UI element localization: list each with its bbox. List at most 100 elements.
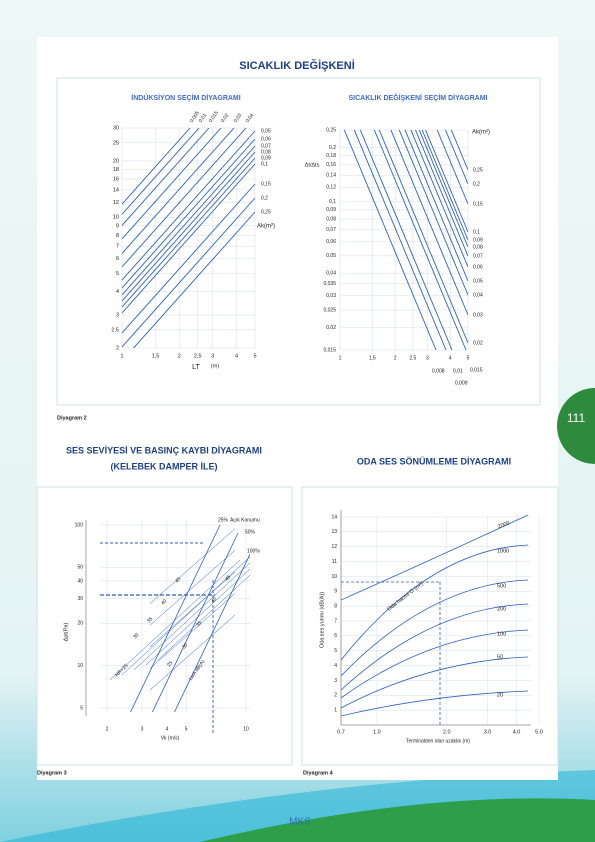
nr-label: 40 xyxy=(160,598,168,606)
nr-line xyxy=(133,562,250,671)
y-tick-label: 30 xyxy=(77,596,83,602)
line-label: 0,05 xyxy=(473,278,483,284)
line-unit: Ak(m²) xyxy=(472,130,490,136)
line-label: 0,15 xyxy=(261,181,271,187)
y-tick-label: 10 xyxy=(77,663,83,669)
x-tick-label: 2 xyxy=(178,353,181,359)
x-tick-label: 1 xyxy=(120,353,123,359)
x-tick-label: 5 xyxy=(185,726,188,732)
y-tick-label: 0,07 xyxy=(326,227,336,233)
y-tick-label: 0,03 xyxy=(326,293,336,299)
diagram2-frame xyxy=(56,77,541,406)
nr-label: 35 xyxy=(146,616,154,624)
y-tick-label: 0,02 xyxy=(326,325,336,331)
line-label: 0,03 xyxy=(233,112,244,124)
y-tick-label: 40 xyxy=(77,578,83,584)
line-label: 0,1 xyxy=(473,229,480,235)
curve-label: 200 xyxy=(497,606,506,612)
section-heading: ODA SES SÖNÜMLEME DİYAGRAMI xyxy=(357,456,511,466)
position-label: Açık Konumu xyxy=(230,517,260,523)
y-tick-label: 2 xyxy=(116,345,119,351)
x-tick-label: 4 xyxy=(449,355,452,361)
attenuation-curve xyxy=(341,544,529,661)
y-tick-label: 9 xyxy=(334,589,337,595)
line-unit: Ak(m²) xyxy=(257,224,275,230)
nr-label: 30 xyxy=(181,642,189,650)
y-tick-label: 0,25 xyxy=(326,127,336,133)
y-tick-label: 7 xyxy=(116,244,119,250)
position-line xyxy=(174,553,250,712)
curve-label: 1000 xyxy=(497,548,509,554)
selection-line xyxy=(404,130,468,282)
axis-label: Δt/Δts xyxy=(305,162,320,168)
nr-label: 40 xyxy=(210,596,218,604)
selection-line xyxy=(132,211,255,348)
y-tick-label: 4 xyxy=(116,289,119,295)
selection-line xyxy=(415,130,468,257)
y-tick-label: 0,1 xyxy=(329,199,336,205)
y-tick-label: 9 xyxy=(116,223,119,229)
attenuation-curve xyxy=(341,579,529,677)
selection-line xyxy=(122,128,191,205)
y-tick-label: 50 xyxy=(77,565,83,571)
selection-line xyxy=(122,197,255,348)
line-label: 0,04 xyxy=(473,292,483,298)
selection-line xyxy=(343,130,437,350)
y-tick-label: 20 xyxy=(77,621,83,627)
nr-line xyxy=(121,556,250,676)
attenuation-curve xyxy=(341,515,529,601)
lwa-line xyxy=(149,528,236,604)
y-tick-label: 5 xyxy=(116,271,119,277)
line-label: 0,25 xyxy=(261,209,271,215)
selection-line xyxy=(122,138,255,289)
y-tick-label: 0,035 xyxy=(323,281,336,287)
selection-line xyxy=(398,130,468,296)
y-tick-label: 0,015 xyxy=(323,347,336,353)
selection-line xyxy=(122,157,255,308)
position-line xyxy=(130,524,221,712)
attenuation-curve xyxy=(341,690,529,717)
nr-label: 25 xyxy=(166,660,174,668)
line-label: 0,07 xyxy=(261,143,271,149)
axis-label: Oda ses yutımı (dB(A)) xyxy=(319,592,325,648)
diagram-title: İNDÜKSİYON SEÇİM DİYAGRAMI xyxy=(131,93,240,102)
section-heading: SES SEVİYESİ VE BASINÇ KAYBI DİYAGRAMI xyxy=(66,445,262,455)
diagram3-frame xyxy=(36,486,293,766)
y-tick-label: 0,16 xyxy=(326,162,336,168)
y-tick-label: 5 xyxy=(334,648,337,654)
y-tick-label: 0,2 xyxy=(329,145,336,151)
y-tick-label: 1 xyxy=(334,707,337,713)
lwa-line xyxy=(149,614,236,691)
diagram4-frame xyxy=(301,486,559,766)
y-tick-label: 2 xyxy=(334,693,337,699)
y-tick-label: 0,06 xyxy=(326,239,336,245)
y-tick-label: 20 xyxy=(113,158,119,164)
y-tick-label: 0,025 xyxy=(323,307,336,313)
curve-label: 2000 xyxy=(497,520,511,530)
y-tick-label: 8 xyxy=(116,233,119,239)
nr-label: 45 xyxy=(174,576,182,584)
x-tick-label: 1.0 xyxy=(373,729,381,735)
y-tick-label: 13 xyxy=(331,529,337,535)
y-tick-label: 0,12 xyxy=(326,185,336,191)
position-line xyxy=(151,532,239,712)
axis-label: Terminalden olan uzaklık (m) xyxy=(406,738,470,744)
selection-line xyxy=(378,130,468,344)
line-label: 0,1 xyxy=(261,161,268,167)
line-label: 0,04 xyxy=(245,112,256,124)
x-tick-label: 4 xyxy=(235,353,238,359)
y-tick-label: 8 xyxy=(334,603,337,609)
line-label: 0,015 xyxy=(470,367,483,373)
x-tick-label: 0.7 xyxy=(337,729,345,735)
line-label: 0,09 xyxy=(473,237,483,243)
nr-line xyxy=(109,559,241,681)
selection-line xyxy=(122,183,255,334)
line-label: 0,01 xyxy=(198,112,209,124)
caption: Diyagram 3 xyxy=(37,770,67,776)
curve-label: 500 xyxy=(497,583,506,589)
line-label: 0,008 xyxy=(432,368,445,374)
y-tick-label: 25 xyxy=(113,140,119,146)
curve-label: 100 xyxy=(497,631,506,637)
y-tick-label: 0,04 xyxy=(326,271,336,277)
